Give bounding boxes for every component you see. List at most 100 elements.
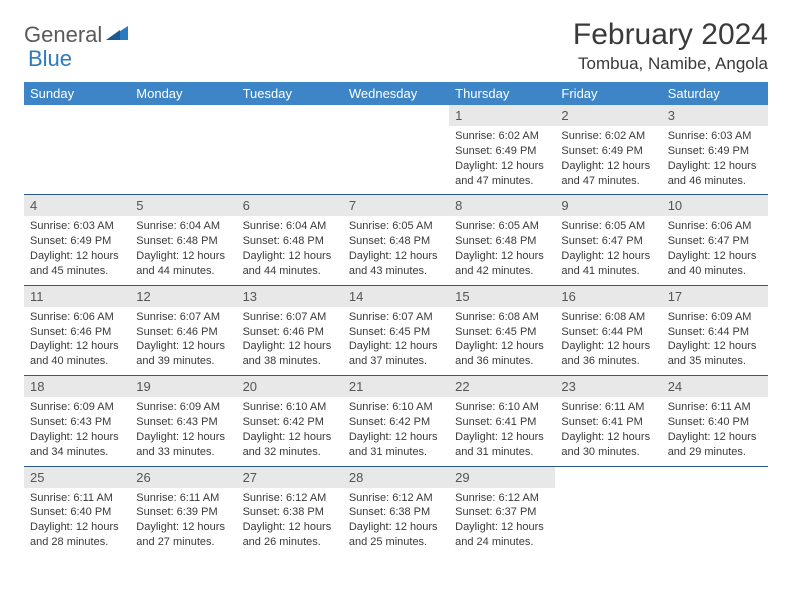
sunset-line: Sunset: 6:42 PM [349, 415, 443, 430]
day-number: 22 [449, 376, 555, 397]
day-number: 16 [555, 286, 661, 307]
day-details: Sunrise: 6:12 AMSunset: 6:38 PMDaylight:… [343, 488, 449, 556]
sunrise-line: Sunrise: 6:05 AM [455, 219, 549, 234]
sunrise-line: Sunrise: 6:12 AM [349, 491, 443, 506]
calendar-day-cell: 15Sunrise: 6:08 AMSunset: 6:45 PMDayligh… [449, 285, 555, 375]
daylight-line: Daylight: 12 hours and 36 minutes. [455, 339, 549, 369]
day-details: Sunrise: 6:06 AMSunset: 6:46 PMDaylight:… [24, 307, 130, 375]
daylight-line: Daylight: 12 hours and 34 minutes. [30, 430, 124, 460]
logo-text-general: General [24, 22, 102, 48]
sunset-line: Sunset: 6:40 PM [668, 415, 762, 430]
day-number: 28 [343, 467, 449, 488]
calendar-day-cell [130, 105, 236, 195]
sunset-line: Sunset: 6:41 PM [455, 415, 549, 430]
day-details: Sunrise: 6:12 AMSunset: 6:38 PMDaylight:… [237, 488, 343, 556]
weekday-header: Monday [130, 82, 236, 105]
calendar-day-cell: 26Sunrise: 6:11 AMSunset: 6:39 PMDayligh… [130, 466, 236, 556]
daylight-line: Daylight: 12 hours and 43 minutes. [349, 249, 443, 279]
weekday-header: Tuesday [237, 82, 343, 105]
day-number: 25 [24, 467, 130, 488]
day-details: Sunrise: 6:11 AMSunset: 6:39 PMDaylight:… [130, 488, 236, 556]
month-title: February 2024 [573, 18, 768, 52]
calendar-day-cell: 14Sunrise: 6:07 AMSunset: 6:45 PMDayligh… [343, 285, 449, 375]
sunset-line: Sunset: 6:38 PM [349, 505, 443, 520]
daylight-line: Daylight: 12 hours and 33 minutes. [136, 430, 230, 460]
logo-triangle-icon [106, 24, 128, 45]
header: General February 2024 Tombua, Namibe, An… [24, 18, 768, 74]
weekday-header: Thursday [449, 82, 555, 105]
daylight-line: Daylight: 12 hours and 26 minutes. [243, 520, 337, 550]
daylight-line: Daylight: 12 hours and 45 minutes. [30, 249, 124, 279]
sunrise-line: Sunrise: 6:11 AM [136, 491, 230, 506]
daylight-line: Daylight: 12 hours and 46 minutes. [668, 159, 762, 189]
sunset-line: Sunset: 6:39 PM [136, 505, 230, 520]
calendar-day-cell: 3Sunrise: 6:03 AMSunset: 6:49 PMDaylight… [662, 105, 768, 195]
calendar-week-row: 18Sunrise: 6:09 AMSunset: 6:43 PMDayligh… [24, 376, 768, 466]
sunrise-line: Sunrise: 6:05 AM [349, 219, 443, 234]
calendar-week-row: 11Sunrise: 6:06 AMSunset: 6:46 PMDayligh… [24, 285, 768, 375]
daylight-line: Daylight: 12 hours and 31 minutes. [455, 430, 549, 460]
sunrise-line: Sunrise: 6:07 AM [243, 310, 337, 325]
day-number: 13 [237, 286, 343, 307]
calendar-day-cell: 29Sunrise: 6:12 AMSunset: 6:37 PMDayligh… [449, 466, 555, 556]
sunset-line: Sunset: 6:49 PM [455, 144, 549, 159]
sunrise-line: Sunrise: 6:09 AM [30, 400, 124, 415]
day-number: 27 [237, 467, 343, 488]
sunrise-line: Sunrise: 6:09 AM [668, 310, 762, 325]
sunset-line: Sunset: 6:41 PM [561, 415, 655, 430]
weekday-header: Wednesday [343, 82, 449, 105]
sunset-line: Sunset: 6:46 PM [30, 325, 124, 340]
sunset-line: Sunset: 6:40 PM [30, 505, 124, 520]
sunset-line: Sunset: 6:49 PM [561, 144, 655, 159]
daylight-line: Daylight: 12 hours and 32 minutes. [243, 430, 337, 460]
calendar-day-cell: 1Sunrise: 6:02 AMSunset: 6:49 PMDaylight… [449, 105, 555, 195]
day-details: Sunrise: 6:07 AMSunset: 6:46 PMDaylight:… [130, 307, 236, 375]
sunrise-line: Sunrise: 6:07 AM [136, 310, 230, 325]
day-details: Sunrise: 6:07 AMSunset: 6:45 PMDaylight:… [343, 307, 449, 375]
sunset-line: Sunset: 6:37 PM [455, 505, 549, 520]
day-number: 6 [237, 195, 343, 216]
daylight-line: Daylight: 12 hours and 38 minutes. [243, 339, 337, 369]
calendar-day-cell [555, 466, 661, 556]
calendar-day-cell: 23Sunrise: 6:11 AMSunset: 6:41 PMDayligh… [555, 376, 661, 466]
sunset-line: Sunset: 6:38 PM [243, 505, 337, 520]
day-details: Sunrise: 6:11 AMSunset: 6:41 PMDaylight:… [555, 397, 661, 465]
calendar-day-cell: 5Sunrise: 6:04 AMSunset: 6:48 PMDaylight… [130, 195, 236, 285]
day-details: Sunrise: 6:09 AMSunset: 6:44 PMDaylight:… [662, 307, 768, 375]
day-details: Sunrise: 6:05 AMSunset: 6:48 PMDaylight:… [343, 216, 449, 284]
day-details: Sunrise: 6:04 AMSunset: 6:48 PMDaylight:… [237, 216, 343, 284]
daylight-line: Daylight: 12 hours and 31 minutes. [349, 430, 443, 460]
calendar-day-cell: 24Sunrise: 6:11 AMSunset: 6:40 PMDayligh… [662, 376, 768, 466]
calendar-day-cell: 21Sunrise: 6:10 AMSunset: 6:42 PMDayligh… [343, 376, 449, 466]
title-block: February 2024 Tombua, Namibe, Angola [573, 18, 768, 74]
daylight-line: Daylight: 12 hours and 39 minutes. [136, 339, 230, 369]
sunset-line: Sunset: 6:48 PM [349, 234, 443, 249]
calendar-day-cell: 17Sunrise: 6:09 AMSunset: 6:44 PMDayligh… [662, 285, 768, 375]
sunrise-line: Sunrise: 6:10 AM [455, 400, 549, 415]
calendar-day-cell: 27Sunrise: 6:12 AMSunset: 6:38 PMDayligh… [237, 466, 343, 556]
daylight-line: Daylight: 12 hours and 40 minutes. [668, 249, 762, 279]
day-details: Sunrise: 6:10 AMSunset: 6:42 PMDaylight:… [343, 397, 449, 465]
calendar-day-cell: 6Sunrise: 6:04 AMSunset: 6:48 PMDaylight… [237, 195, 343, 285]
sunset-line: Sunset: 6:45 PM [349, 325, 443, 340]
calendar-day-cell: 16Sunrise: 6:08 AMSunset: 6:44 PMDayligh… [555, 285, 661, 375]
calendar-week-row: 1Sunrise: 6:02 AMSunset: 6:49 PMDaylight… [24, 105, 768, 195]
sunrise-line: Sunrise: 6:02 AM [561, 129, 655, 144]
calendar-page: General February 2024 Tombua, Namibe, An… [0, 0, 792, 574]
day-number: 14 [343, 286, 449, 307]
calendar-day-cell: 4Sunrise: 6:03 AMSunset: 6:49 PMDaylight… [24, 195, 130, 285]
day-number: 26 [130, 467, 236, 488]
daylight-line: Daylight: 12 hours and 47 minutes. [561, 159, 655, 189]
day-number: 18 [24, 376, 130, 397]
sunrise-line: Sunrise: 6:04 AM [243, 219, 337, 234]
day-details: Sunrise: 6:06 AMSunset: 6:47 PMDaylight:… [662, 216, 768, 284]
sunrise-line: Sunrise: 6:11 AM [561, 400, 655, 415]
day-details: Sunrise: 6:09 AMSunset: 6:43 PMDaylight:… [24, 397, 130, 465]
sunrise-line: Sunrise: 6:07 AM [349, 310, 443, 325]
sunrise-line: Sunrise: 6:05 AM [561, 219, 655, 234]
daylight-line: Daylight: 12 hours and 40 minutes. [30, 339, 124, 369]
sunrise-line: Sunrise: 6:08 AM [455, 310, 549, 325]
calendar-day-cell: 9Sunrise: 6:05 AMSunset: 6:47 PMDaylight… [555, 195, 661, 285]
sunrise-line: Sunrise: 6:12 AM [243, 491, 337, 506]
day-number: 2 [555, 105, 661, 126]
